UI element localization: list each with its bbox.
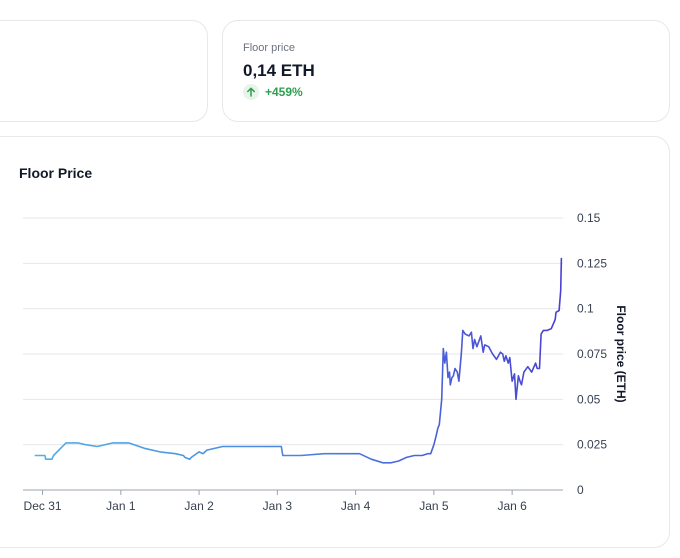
x-tick-label: Jan 3 <box>263 499 293 513</box>
x-tick-label: Jan 6 <box>497 499 527 513</box>
y-tick-label: 0 <box>577 483 584 497</box>
y-tick-label: 0.075 <box>577 347 607 361</box>
floor-price-series-line <box>34 257 563 464</box>
y-tick-label: 0.1 <box>577 302 594 316</box>
floor-price-chart-card: Floor Price 0 0.025 0.05 0.075 0.1 0.125 0.15 D… <box>0 136 670 548</box>
x-tick-label: Jan 5 <box>419 499 449 513</box>
y-tick-label: 0.125 <box>577 256 607 270</box>
arrow-up-icon <box>243 84 259 100</box>
x-tick-label: Dec 31 <box>24 499 62 513</box>
floor-price-value: 0,14 ETH <box>243 61 315 80</box>
floor-price-card: Floor price 0,14 ETH +459% <box>222 20 670 122</box>
stat-card-left <box>0 20 208 122</box>
x-tick-label: Jan 2 <box>184 499 214 513</box>
x-tick-label: Jan 1 <box>106 499 136 513</box>
floor-price-change: +459% <box>243 84 303 100</box>
y-tick-label: 0.05 <box>577 392 601 406</box>
y-tick-label: 0.025 <box>577 438 607 452</box>
floor-price-change-text: +459% <box>265 85 303 99</box>
y-axis-title: Floor price (ETH) <box>614 305 628 402</box>
y-tick-label: 0.15 <box>577 211 601 225</box>
floor-price-label: Floor price <box>243 42 295 54</box>
x-tick-label: Jan 4 <box>341 499 371 513</box>
floor-price-chart: 0 0.025 0.05 0.075 0.1 0.125 0.15 Dec 31 Jan 1 Ja… <box>23 211 628 513</box>
chart-title: Floor Price <box>19 165 93 181</box>
